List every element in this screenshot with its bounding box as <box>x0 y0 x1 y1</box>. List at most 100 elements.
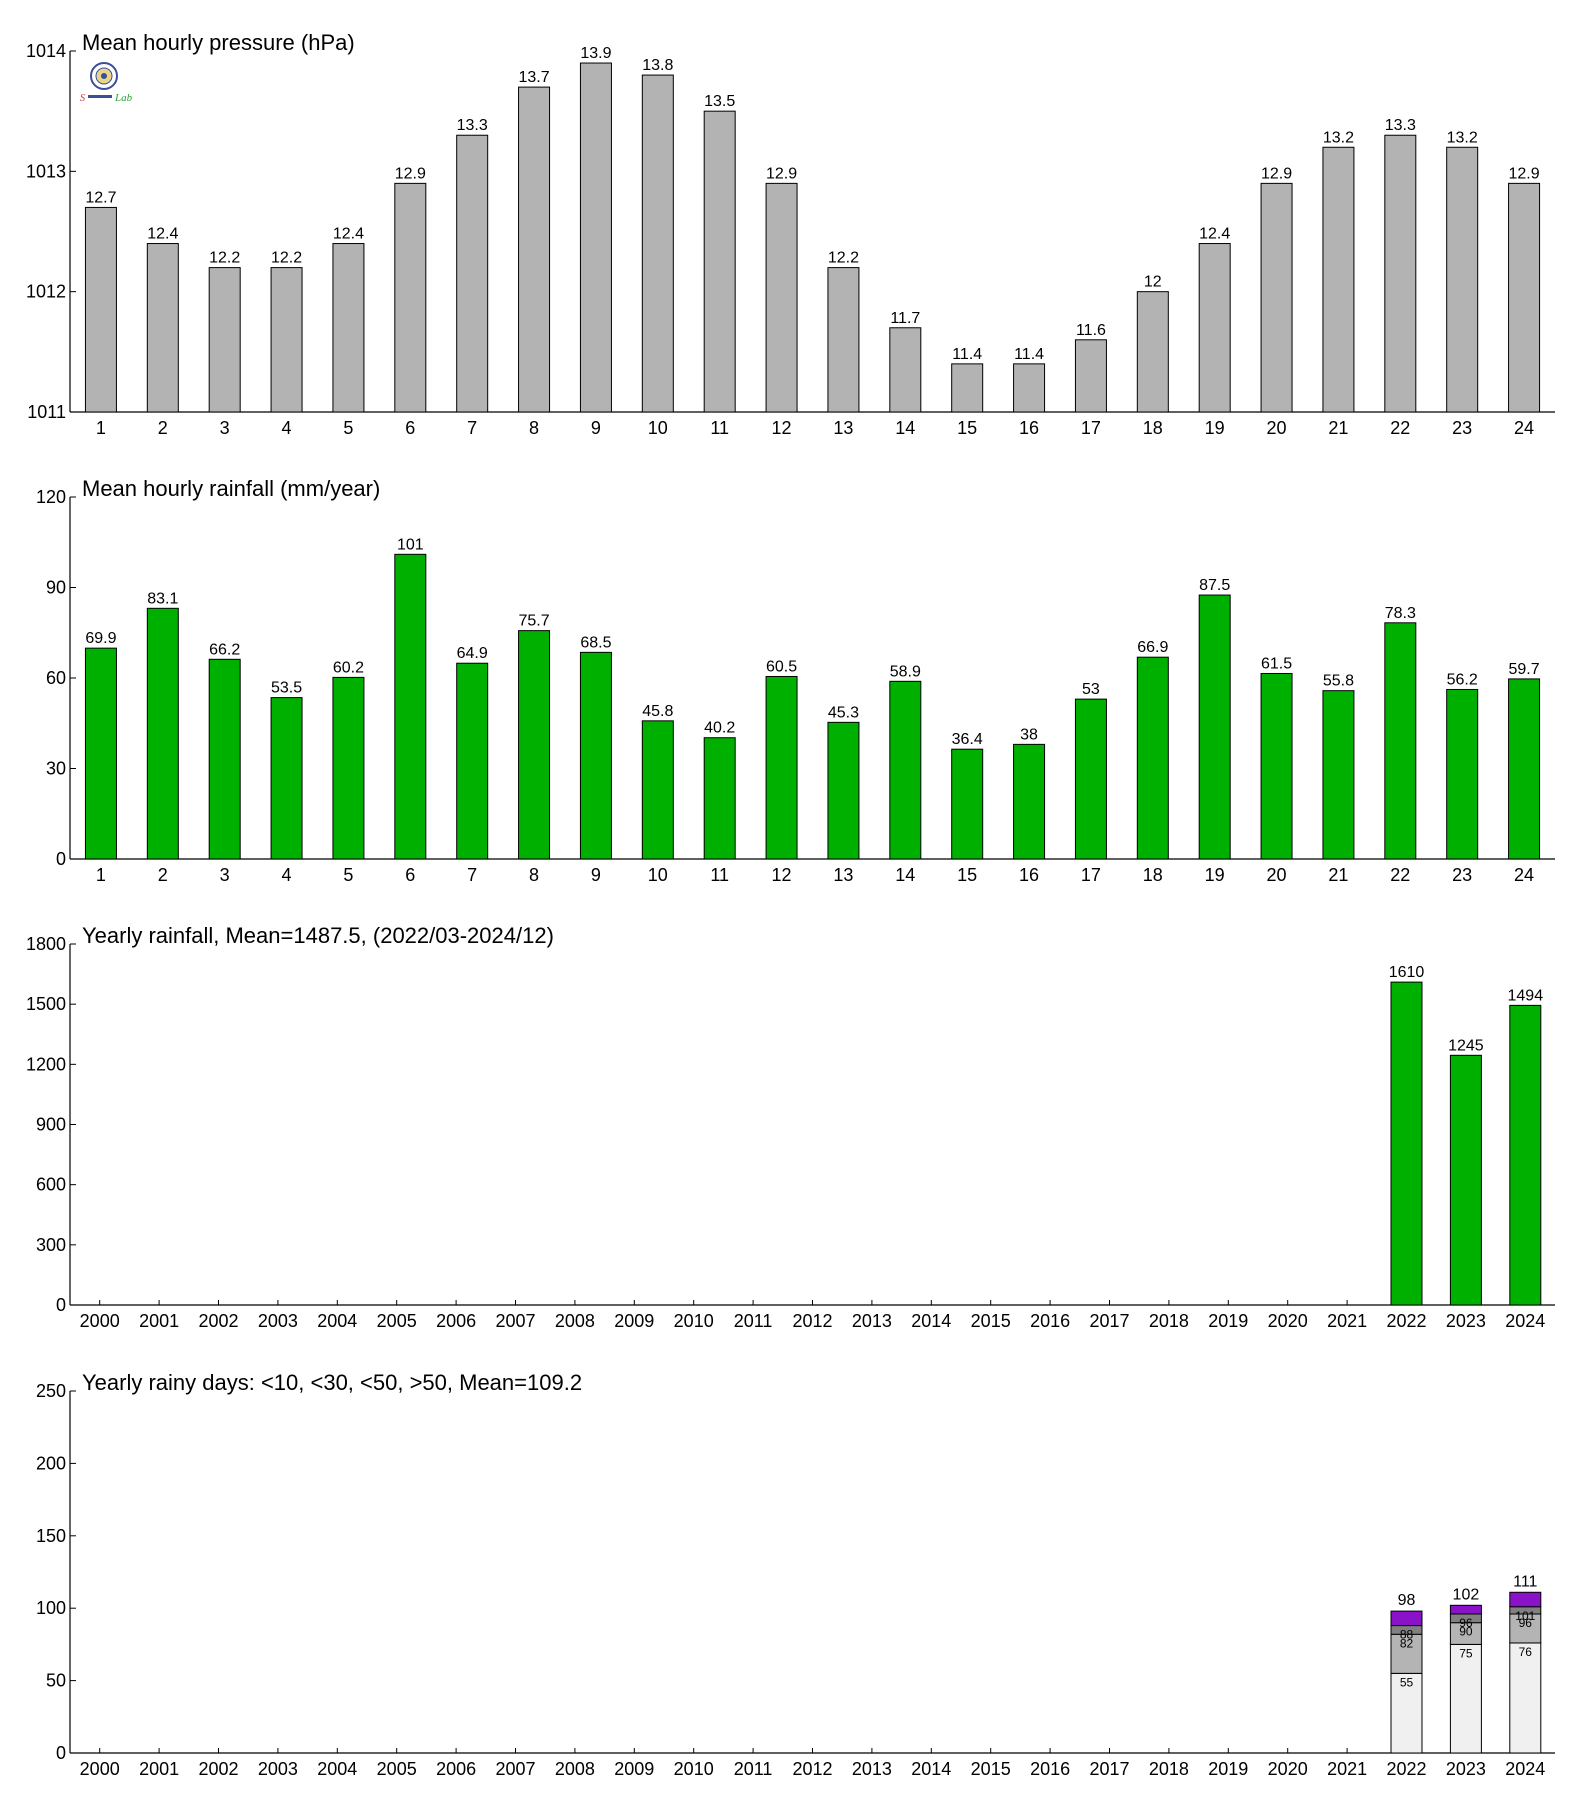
x-tick-label: 2000 <box>80 1311 120 1331</box>
x-tick-label: 12 <box>772 865 792 885</box>
bar-value-label: 11.6 <box>1076 322 1106 339</box>
stacked-bar-segment <box>1390 1672 1423 1754</box>
bar <box>827 721 860 860</box>
bar <box>394 553 427 860</box>
bar <box>951 363 984 413</box>
bar-value-label: 66.2 <box>209 641 240 658</box>
rainy-days-chart: Yearly rainy days: <10, <30, <50, >50, M… <box>36 1370 1555 1779</box>
bar <box>1136 656 1169 860</box>
bar-value-label: 12.9 <box>395 165 426 182</box>
bar <box>1508 182 1541 413</box>
x-tick-label: 3 <box>220 418 230 438</box>
bar-value-label: 83.1 <box>147 590 178 607</box>
x-tick-label: 13 <box>833 865 853 885</box>
segment-value-label: 76 <box>1519 1645 1533 1659</box>
bar <box>889 680 922 860</box>
x-tick-label: 2013 <box>852 1759 892 1779</box>
bar <box>270 267 303 413</box>
x-tick-label: 2009 <box>614 1311 654 1331</box>
stacked-bar-segment <box>1390 1633 1423 1674</box>
x-tick-label: 24 <box>1514 418 1534 438</box>
total-value-label: 111 <box>1513 1573 1537 1590</box>
y-tick-label: 90 <box>46 578 66 598</box>
x-tick-label: 2011 <box>734 1759 773 1779</box>
x-tick-label: 2011 <box>734 1311 773 1331</box>
x-tick-label: 2003 <box>258 1311 298 1331</box>
bar-value-label: 58.9 <box>890 663 921 680</box>
x-tick-label: 19 <box>1205 865 1225 885</box>
rainfall-chart: Mean hourly rainfall (mm/year)0306090120… <box>36 476 1555 885</box>
x-tick-label: 2017 <box>1089 1311 1129 1331</box>
bar <box>1446 146 1479 413</box>
bar <box>456 134 489 413</box>
bar <box>1384 622 1417 860</box>
y-tick-label: 100 <box>36 1598 66 1618</box>
x-tick-label: 2007 <box>495 1311 535 1331</box>
stacked-bar-segment <box>1509 1591 1542 1608</box>
x-tick-label: 6 <box>405 418 415 438</box>
x-tick-label: 2002 <box>198 1311 238 1331</box>
x-tick-label: 2023 <box>1446 1311 1486 1331</box>
bar <box>1322 146 1355 413</box>
x-tick-label: 2 <box>158 865 168 885</box>
x-tick-label: 17 <box>1081 418 1101 438</box>
bar-value-label: 1610 <box>1389 964 1425 981</box>
bar-value-label: 38 <box>1020 726 1038 743</box>
x-tick-label: 2017 <box>1089 1759 1129 1779</box>
x-tick-label: 9 <box>591 865 601 885</box>
x-tick-label: 2018 <box>1149 1311 1189 1331</box>
bar-value-label: 11.4 <box>952 346 982 363</box>
bar-value-label: 59.7 <box>1508 661 1539 678</box>
y-tick-label: 1800 <box>26 934 66 954</box>
bar <box>1013 363 1046 413</box>
bar-value-label: 12.2 <box>828 250 859 267</box>
bar-value-label: 69.9 <box>85 630 116 647</box>
bar <box>146 243 179 413</box>
bar <box>518 630 551 860</box>
x-tick-label: 17 <box>1081 865 1101 885</box>
bar <box>765 182 798 413</box>
y-tick-label: 900 <box>36 1115 66 1135</box>
total-value-label: 102 <box>1453 1586 1480 1603</box>
x-tick-label: 2023 <box>1446 1759 1486 1779</box>
bar-value-label: 53 <box>1082 681 1100 698</box>
x-tick-label: 21 <box>1328 865 1348 885</box>
x-tick-label: 16 <box>1019 865 1039 885</box>
bar-value-label: 45.8 <box>642 703 673 720</box>
segment-value-label: 90 <box>1459 1625 1473 1639</box>
segment-value-label: 101 <box>1515 1609 1535 1623</box>
segment-value-label: 96 <box>1459 1616 1473 1630</box>
x-tick-label: 15 <box>957 418 977 438</box>
x-tick-label: 2022 <box>1386 1311 1426 1331</box>
x-tick-label: 20 <box>1267 865 1287 885</box>
bar <box>1390 981 1423 1306</box>
x-tick-label: 3 <box>220 865 230 885</box>
x-tick-label: 2020 <box>1268 1759 1308 1779</box>
bar <box>641 720 674 860</box>
x-tick-label: 2012 <box>792 1759 832 1779</box>
bar-value-label: 12.7 <box>85 189 116 206</box>
x-tick-label: 2006 <box>436 1311 476 1331</box>
x-tick-label: 2014 <box>911 1311 951 1331</box>
bar-value-label: 12.9 <box>1261 165 1292 182</box>
x-tick-label: 2019 <box>1208 1759 1248 1779</box>
y-tick-label: 1200 <box>26 1054 66 1074</box>
bar <box>1384 134 1417 413</box>
bar-value-label: 12.4 <box>333 226 364 243</box>
x-tick-label: 13 <box>833 418 853 438</box>
bar <box>1446 688 1479 860</box>
bar-value-label: 60.2 <box>333 659 364 676</box>
bar <box>951 748 984 860</box>
bar <box>579 62 612 413</box>
y-tick-label: 1012 <box>26 282 66 302</box>
bar <box>703 110 736 413</box>
bar <box>1322 690 1355 860</box>
bar-value-label: 56.2 <box>1447 671 1478 688</box>
x-tick-label: 2013 <box>852 1311 892 1331</box>
bar-value-label: 60.5 <box>766 658 797 675</box>
x-tick-label: 2002 <box>198 1759 238 1779</box>
x-tick-label: 2012 <box>792 1311 832 1331</box>
bar-value-label: 13.2 <box>1323 129 1354 146</box>
x-tick-label: 24 <box>1514 865 1534 885</box>
